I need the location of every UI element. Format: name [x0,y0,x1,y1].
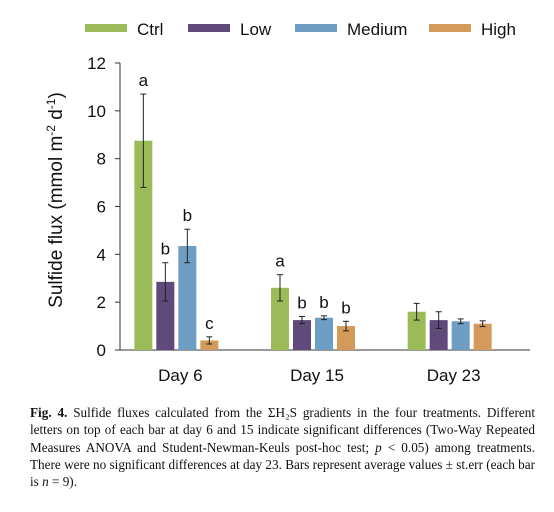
bar [337,326,355,350]
significance-letter: b [297,294,306,313]
bar [315,317,333,350]
legend-label: Ctrl [137,20,163,39]
caption-label: Fig. 4. [30,405,68,420]
significance-letter: b [161,240,170,259]
legend-label: Medium [347,20,407,39]
significance-letter: b [319,293,328,312]
legend-swatch [188,24,230,32]
y-tick-label: 12 [87,54,106,73]
y-tick-label: 2 [97,293,106,312]
legend-label: High [481,20,516,39]
significance-letter: b [183,206,192,225]
significance-letter: c [205,314,214,333]
legend-label: Low [240,20,272,39]
legend-swatch [429,24,471,32]
bar [451,321,470,350]
sulfide-flux-bar-chart: Ctrl Low Medium High 0 2 4 6 8 10 12 Day 6 Day 15 Da… [44,20,530,385]
y-tick-label: 10 [87,102,106,121]
chart-legend: Ctrl Low Medium High [85,20,516,39]
x-category-label: Day 6 [158,366,202,385]
significance-letter: a [275,252,285,271]
significance-letter: b [341,298,350,317]
x-category-label: Day 23 [427,366,481,385]
bar [407,311,426,350]
significance-letter: a [139,71,149,90]
bar [473,323,492,350]
bar [156,281,175,350]
y-tick-label: 0 [97,341,106,360]
y-tick-label: 8 [97,150,106,169]
caption-text: Sulfide fluxes calculated from the ΣH₂S … [30,405,535,490]
x-category-label: Day 15 [290,366,344,385]
legend-swatch [85,24,127,32]
y-tick-label: 6 [97,198,106,217]
bar [429,320,448,350]
bar [134,140,153,350]
bar [293,320,311,350]
bar [271,287,289,350]
bar [200,340,219,350]
figure-caption: Fig. 4. Sulfide fluxes calculated from t… [30,404,535,490]
y-axis-label: Sulfide flux (mmol m-2 d-1) [44,92,67,308]
chart-axes: 0 2 4 6 8 10 12 Day 6 Day 15 Day 23 [87,54,530,385]
bar [178,245,197,350]
y-tick-label: 4 [97,245,106,264]
legend-swatch [295,24,337,32]
